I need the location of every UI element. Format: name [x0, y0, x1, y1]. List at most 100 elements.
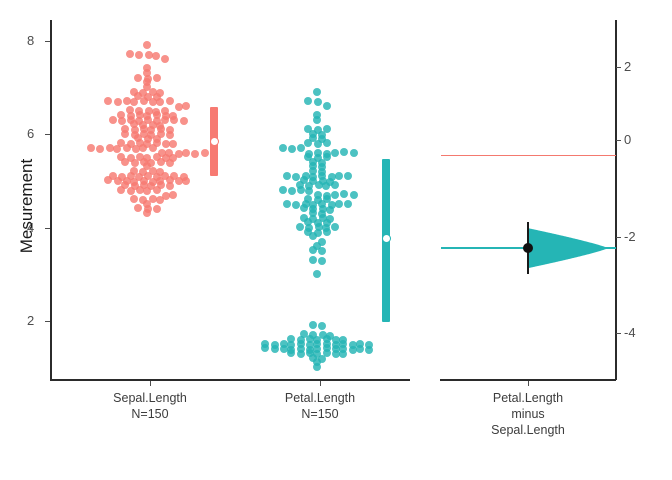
data-point — [148, 87, 157, 96]
data-point — [312, 362, 321, 371]
data-point — [169, 191, 178, 199]
data-point — [365, 341, 374, 350]
data-point — [162, 191, 171, 200]
data-point — [306, 349, 315, 358]
data-point — [304, 152, 313, 161]
data-point — [130, 177, 139, 186]
data-point — [142, 199, 151, 208]
data-point — [306, 341, 315, 350]
data-point — [143, 140, 152, 149]
data-point — [312, 87, 321, 96]
data-point — [162, 154, 171, 163]
data-point — [323, 125, 332, 134]
data-point — [332, 345, 341, 354]
data-point — [313, 228, 322, 237]
data-point — [305, 181, 314, 190]
data-point — [134, 204, 143, 213]
data-point — [125, 106, 134, 115]
left-xtick-group2 — [320, 381, 321, 386]
data-point — [170, 171, 179, 180]
data-point — [326, 214, 335, 223]
data-point — [122, 144, 131, 153]
data-point — [165, 96, 174, 105]
data-point — [295, 180, 304, 189]
data-point — [148, 167, 157, 176]
right-ytick-minus4 — [616, 333, 621, 334]
data-point — [287, 144, 296, 153]
data-point — [113, 97, 122, 106]
data-point — [280, 344, 289, 353]
data-point — [123, 176, 132, 185]
data-point — [147, 158, 156, 167]
data-point — [278, 185, 287, 194]
data-point — [152, 139, 161, 148]
data-point — [304, 186, 313, 195]
data-point — [139, 144, 148, 153]
data-point — [318, 330, 327, 339]
data-point — [130, 120, 138, 129]
data-point — [140, 181, 149, 190]
data-point — [139, 88, 148, 97]
data-point — [282, 199, 291, 208]
data-point — [134, 172, 143, 181]
data-point — [153, 204, 162, 213]
data-point — [301, 171, 310, 180]
data-point — [142, 82, 151, 91]
data-point — [143, 186, 152, 195]
data-point — [349, 191, 358, 200]
left-ytick-label-6: 6 — [27, 126, 35, 141]
data-point — [143, 93, 152, 102]
data-point — [304, 138, 313, 147]
data-point — [153, 73, 162, 82]
x-axis-label-petal-length: Petal.Length N=150 — [284, 391, 356, 421]
data-point — [308, 208, 317, 217]
data-point — [323, 227, 332, 236]
data-point — [300, 204, 308, 213]
data-point — [156, 88, 165, 97]
data-point — [322, 335, 331, 344]
data-point — [165, 148, 174, 157]
data-point — [144, 50, 153, 59]
data-point — [306, 335, 315, 344]
right-y-axis-spine — [615, 20, 617, 380]
data-point — [130, 181, 139, 190]
data-point — [318, 176, 327, 185]
data-point — [139, 167, 148, 176]
data-point — [156, 177, 165, 185]
data-point — [365, 345, 374, 354]
data-point — [130, 125, 139, 134]
data-point — [292, 200, 301, 209]
data-point — [322, 344, 331, 353]
data-point — [326, 177, 335, 186]
data-point — [121, 180, 130, 189]
data-point — [104, 176, 113, 185]
data-point — [134, 116, 143, 125]
data-point — [160, 172, 169, 181]
right-ytick-2 — [616, 67, 621, 68]
data-point — [181, 148, 190, 157]
data-point — [332, 350, 341, 359]
data-point — [125, 50, 134, 59]
right-xtick-contrast — [528, 381, 529, 386]
data-point — [312, 115, 321, 124]
data-point — [96, 144, 105, 153]
data-point — [327, 201, 336, 210]
data-point — [308, 162, 317, 171]
mean-marker-petal-length — [381, 234, 391, 244]
data-point — [270, 345, 279, 354]
data-point — [143, 154, 152, 163]
data-point — [321, 182, 330, 191]
data-point — [304, 194, 313, 203]
data-point — [130, 158, 139, 167]
data-point — [127, 115, 136, 124]
data-point — [156, 97, 165, 106]
data-point — [318, 135, 327, 144]
data-point — [313, 153, 322, 162]
x-axis-label-sepal-length: Sepal.Length N=150 — [113, 391, 187, 421]
data-point — [170, 115, 179, 124]
data-point — [304, 227, 313, 236]
data-point — [323, 153, 332, 162]
data-point — [313, 139, 322, 148]
data-point — [313, 125, 322, 134]
data-point — [282, 171, 291, 180]
